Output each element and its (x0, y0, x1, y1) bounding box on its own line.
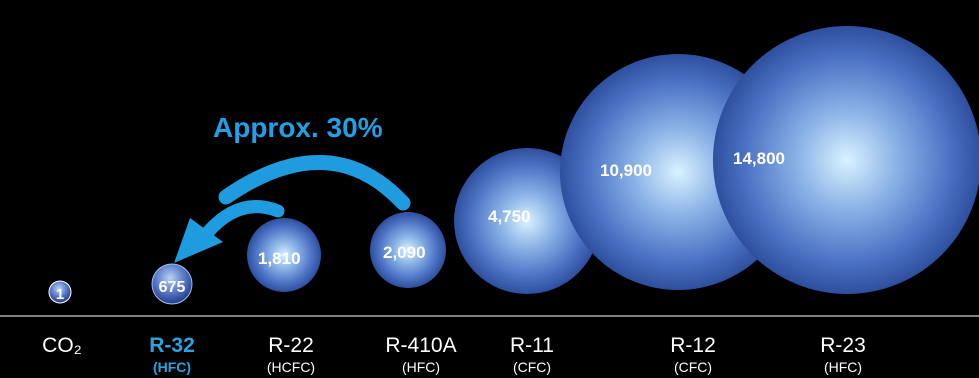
x-label-r-32: R-32 (149, 334, 195, 357)
value-label-r-11: 4,750 (488, 207, 531, 226)
x-label-r-12: R-12 (670, 334, 716, 357)
reduction-arrow (174, 154, 411, 263)
x-label-co2: CO₂ (42, 334, 82, 357)
arrow-outer-curve (218, 154, 411, 211)
x-label-r-410a: R-410A (385, 334, 456, 357)
arrow-inner-curve (201, 200, 285, 239)
value-label-r-22: 1,810 (258, 249, 301, 268)
x-class-r-23: (HFC) (824, 359, 862, 375)
x-class-r-12: (CFC) (674, 359, 712, 375)
value-label-r-410a: 2,090 (383, 243, 426, 262)
x-class-r-32: (HFC) (153, 359, 191, 375)
annotation-approx-30: Approx. 30% (213, 112, 383, 143)
bubble-r-23 (713, 26, 979, 294)
x-label-r-23: R-23 (820, 334, 866, 357)
value-label-r-23: 14,800 (733, 149, 785, 168)
x-class-r-410a: (HFC) (402, 359, 440, 375)
value-label-r-32: 675 (159, 279, 186, 296)
bubble-r-22 (247, 218, 321, 292)
bubble-r-32 (151, 263, 193, 305)
bubble-r-410a (370, 212, 446, 288)
x-label-r-22: R-22 (268, 334, 314, 357)
value-label-co2: 1 (56, 286, 64, 303)
arrowhead (174, 218, 223, 263)
bubble-co2 (48, 280, 72, 304)
x-class-r-11: (CFC) (513, 359, 551, 375)
x-label-r-11: R-11 (510, 334, 554, 357)
value-label-r-12: 10,900 (600, 161, 652, 180)
x-class-r-22: (HCFC) (267, 359, 315, 375)
